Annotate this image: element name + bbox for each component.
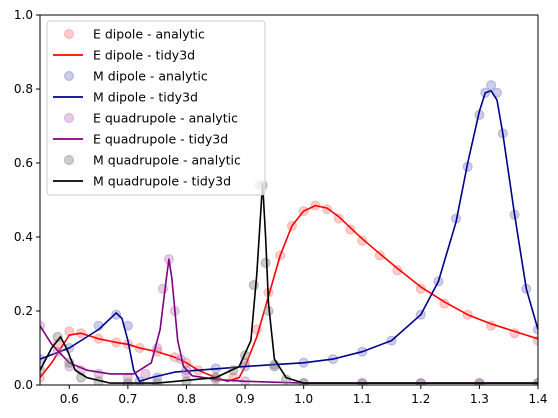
x-tick-label: 0.7 [118, 392, 137, 406]
legend-box [46, 20, 266, 196]
legend-item: M dipole - tidy3d [53, 90, 198, 105]
legend-item: M quadrupole - tidy3d [53, 174, 231, 189]
legend-label: M dipole - tidy3d [93, 90, 198, 105]
x-tick-label: 1.0 [294, 392, 313, 406]
legend-marker [64, 113, 74, 123]
legend-label: E quadrupole - analytic [93, 111, 238, 126]
legend-marker [64, 29, 74, 39]
y-tick-label: 0.6 [14, 156, 33, 170]
data-point [260, 257, 271, 268]
data-point [392, 265, 403, 276]
legend: E dipole - analytic E dipole - tidy3d M di… [46, 20, 266, 196]
y-tick-label: 0.8 [14, 82, 33, 96]
y-axis: 0.0 0.2 0.4 0.6 0.8 1.0 [14, 8, 40, 392]
data-point [322, 204, 333, 215]
series-line [40, 204, 538, 383]
data-point [248, 280, 259, 291]
data-point [345, 224, 356, 235]
series-0 [40, 200, 538, 383]
x-axis: 0.6 0.7 0.8 0.9 1.0 1.1 1.2 1.3 1.4 [60, 385, 548, 406]
data-point [415, 283, 426, 294]
legend-label: M dipole - analytic [93, 69, 208, 84]
x-tick-label: 1.3 [470, 392, 489, 406]
y-tick-label: 0.2 [14, 304, 33, 318]
legend-item: E dipole - tidy3d [53, 48, 195, 63]
legend-item: E quadrupole - analytic [64, 111, 238, 126]
y-tick-label: 0.4 [14, 230, 33, 244]
legend-marker [64, 71, 74, 81]
legend-item: M dipole - analytic [64, 69, 208, 84]
x-tick-label: 0.6 [60, 392, 79, 406]
data-point [357, 235, 368, 246]
legend-marker [64, 155, 74, 165]
series-layer [40, 80, 538, 385]
legend-item: E dipole - analytic [64, 27, 205, 42]
data-point [486, 80, 497, 91]
x-tick-label: 1.1 [353, 392, 372, 406]
x-tick-label: 0.9 [236, 392, 255, 406]
x-tick-label: 0.8 [177, 392, 196, 406]
series-line [40, 90, 538, 383]
series-7 [40, 182, 538, 384]
x-tick-label: 1.2 [411, 392, 430, 406]
legend-label: E quadrupole - tidy3d [93, 132, 228, 147]
data-point [111, 309, 122, 320]
x-tick-label: 1.4 [528, 392, 547, 406]
data-point [333, 213, 344, 224]
series-line [40, 182, 538, 384]
legend-item: E quadrupole - tidy3d [53, 132, 228, 147]
plot-frame [39, 14, 539, 386]
y-tick-label: 0.0 [14, 378, 33, 392]
legend-label: E dipole - tidy3d [93, 48, 195, 63]
data-point [374, 250, 385, 261]
series-3 [40, 90, 538, 383]
legend-label: E dipole - analytic [93, 27, 205, 42]
y-tick-label: 1.0 [14, 8, 33, 22]
legend-label: M quadrupole - tidy3d [93, 174, 231, 189]
legend-label: M quadrupole - analytic [93, 153, 241, 168]
data-point [140, 368, 151, 379]
legend-item: M quadrupole - analytic [64, 153, 241, 168]
series-1 [40, 204, 538, 383]
